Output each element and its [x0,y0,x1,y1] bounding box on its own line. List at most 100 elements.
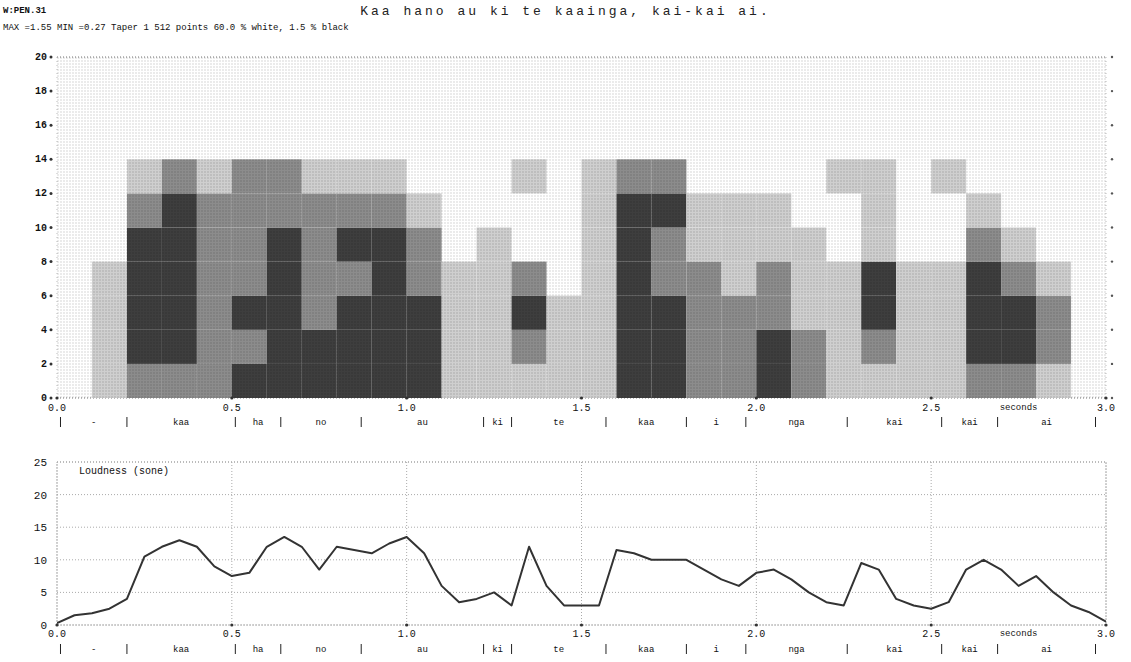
y-tick-label: 0 [40,620,47,632]
y-tick-label: 25 [34,457,47,469]
segment-boundary [361,417,362,427]
x-tick [405,396,408,399]
segment-label: nga [788,645,805,655]
y-tick [50,294,53,297]
segment-boundary [235,417,236,427]
segment-boundary [847,417,848,427]
segment-boundary [235,644,236,654]
segment-label: kaa [638,645,655,655]
y-tick-right [1111,56,1113,58]
line-group [57,537,1106,623]
y-tick-right [1111,226,1113,228]
x-tick-label: 0.5 [223,629,241,640]
segment-boundary [847,644,848,654]
annotation: MAX =1.55 MIN =0.27 Taper 1 512 points 6… [3,23,349,33]
segment-boundary [686,417,687,427]
y-tick [50,192,53,195]
y-tick-right [1111,363,1113,365]
x-tick [55,623,58,626]
segment-label: au [417,418,428,428]
segment-label: te [553,645,564,655]
segment-label: ai [1041,645,1052,655]
title: Kaa hano au ki te kaainga, kai-kai ai. [360,4,770,19]
segment-boundary [361,644,362,654]
segment-label: kai [886,645,902,655]
grid-line-x [756,462,757,625]
segment-label: kaa [173,418,190,428]
y-tick-label: 10 [35,223,47,234]
y-tick-label: 2 [41,359,47,370]
x-tick [755,396,758,399]
segment-label: - [91,418,96,428]
grid-line-x [231,462,232,625]
segment-label: nga [788,418,805,428]
y-tick-right [1111,260,1113,262]
segment-label: au [417,645,428,655]
segment-label: kai [886,418,902,428]
segment-boundary [126,644,127,654]
y-tick-right [1111,329,1113,331]
y-tick-label: 10 [34,555,47,567]
segment-label: kaa [173,645,190,655]
grid-line-y [57,559,1106,560]
segment-label: ha [253,418,264,428]
x-tick-label: 0.0 [48,629,66,640]
x-tick [580,396,583,399]
grid-line-x [406,462,407,625]
segment-label: ki [492,645,503,655]
x-tick [755,623,758,626]
x-tick [930,396,933,399]
segment-boundary [1095,417,1096,427]
x-tick [1104,623,1107,626]
texture [57,57,1106,398]
segment-label: te [553,418,564,428]
segment-boundary [605,644,606,654]
y-tick-right [1111,192,1113,194]
x-tick [55,396,58,399]
segment-boundary [941,644,942,654]
segment-label: ha [253,645,264,655]
panel-title: Loudness (sone) [79,466,169,477]
x-axis-title: seconds [1000,629,1038,639]
grid-line-x [1106,462,1107,625]
segment-boundary [511,417,512,427]
x-tick [230,623,233,626]
grid-line-y [57,592,1106,593]
x-tick-label: 2.5 [922,403,940,414]
segment-boundary [280,644,281,654]
segment-label: kaa [638,418,655,428]
segment-label: - [91,645,96,655]
grid-line-x [57,462,58,625]
segment-boundary [60,644,61,654]
segment-label: kai [962,418,978,428]
grid-line-x [931,462,932,625]
grid-line-x [581,462,582,625]
y-tick-label: 20 [34,490,47,502]
y-tick-right [1111,397,1113,399]
y-tick-label: 4 [41,325,47,336]
y-tick-label: 6 [41,291,47,302]
x-tick [405,623,408,626]
y-tick [50,90,53,93]
segment-boundary [280,417,281,427]
segment-boundary [605,417,606,427]
y-tick-right [1111,295,1113,297]
segment-label: no [316,645,327,655]
y-tick [50,124,53,127]
x-tick [1104,396,1107,399]
segment-boundary [941,417,942,427]
subtitle: W:PEN.31 [3,6,47,16]
x-tick-label: 1.0 [398,403,416,414]
loudness-line [57,537,1106,623]
x-tick-label: 1.5 [572,629,590,640]
grid-line-y [57,494,1106,495]
y-tick-label: 20 [35,52,47,63]
x-tick [580,623,583,626]
y-tick-label: 12 [35,188,47,199]
y-tick [50,397,53,400]
segment-boundary [483,417,484,427]
segment-boundary [997,644,998,654]
y-tick [50,328,53,331]
segment-boundary [60,417,61,427]
x-tick-label: 2.5 [922,629,940,640]
